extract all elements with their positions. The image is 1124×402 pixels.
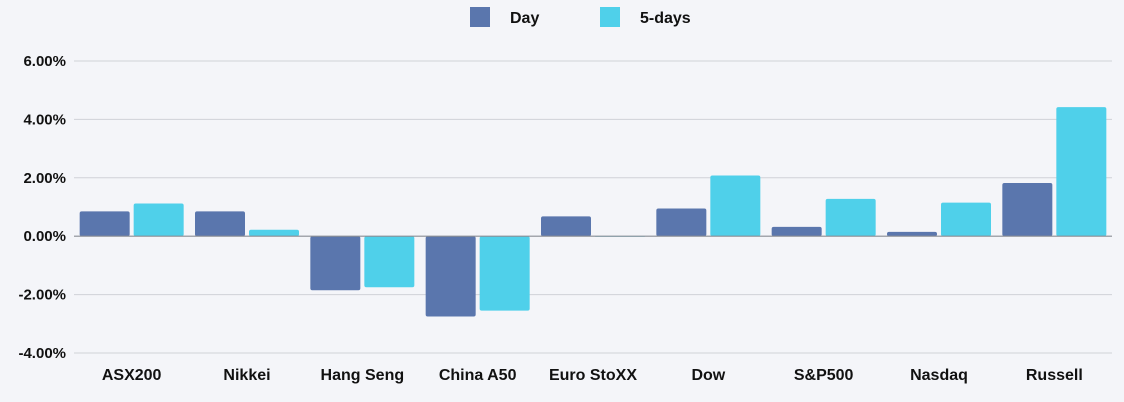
x-category-label: Russell [1026,367,1083,384]
legend-swatch [600,7,620,27]
y-axis-tick-labels: -4.00% -2.00% 0.00% 2.00% 4.00% 6.00% [18,53,66,362]
y-tick-label: 0.00% [23,228,66,245]
x-category-label: ASX200 [102,367,162,384]
bars [79,107,1107,317]
bar-day-asx200 [79,211,130,237]
x-category-label: Dow [691,367,725,384]
x-axis-category-labels: ASX200 Nikkei Hang Seng China A50 Euro StoXX… [102,367,1083,384]
bar-day-s-p500 [771,226,822,237]
bar-day-dow [656,208,707,237]
legend: Day 5-days [470,7,691,27]
bar-5-days-asx200 [133,203,184,237]
x-category-label: S&P500 [794,367,854,384]
y-tick-label: 2.00% [23,170,66,187]
x-category-label: Euro StoXX [549,367,637,384]
bar-day-nikkei [195,211,245,237]
x-category-label: China A50 [439,367,517,384]
y-tick-label: -2.00% [18,287,66,304]
bar-5-days-s-p500 [825,198,876,237]
bar-5-days-russell [1056,107,1107,237]
x-category-label: Nikkei [223,367,270,384]
bar-day-euro-stoxx [541,216,591,237]
y-tick-label: -4.00% [18,345,66,362]
bar-5-days-hang-seng [364,236,415,288]
bar-5-days-nikkei [249,229,299,237]
bar-5-days-nasdaq [941,202,991,237]
bar-5-days-dow [710,175,761,237]
bar-day-china-a50 [425,236,476,317]
legend-label: 5-days [640,10,691,27]
x-category-label: Hang Seng [321,367,405,384]
bar-day-russell [1002,183,1053,237]
legend-label: Day [510,10,539,27]
legend-swatch [470,7,490,27]
x-category-label: Nasdaq [910,367,968,384]
grid-lines [74,60,1112,354]
bar-day-nasdaq [887,231,937,237]
y-tick-label: 4.00% [23,111,66,128]
y-tick-label: 6.00% [23,53,66,70]
bar-5-days-china-a50 [479,236,530,311]
bar-day-hang-seng [310,236,361,291]
